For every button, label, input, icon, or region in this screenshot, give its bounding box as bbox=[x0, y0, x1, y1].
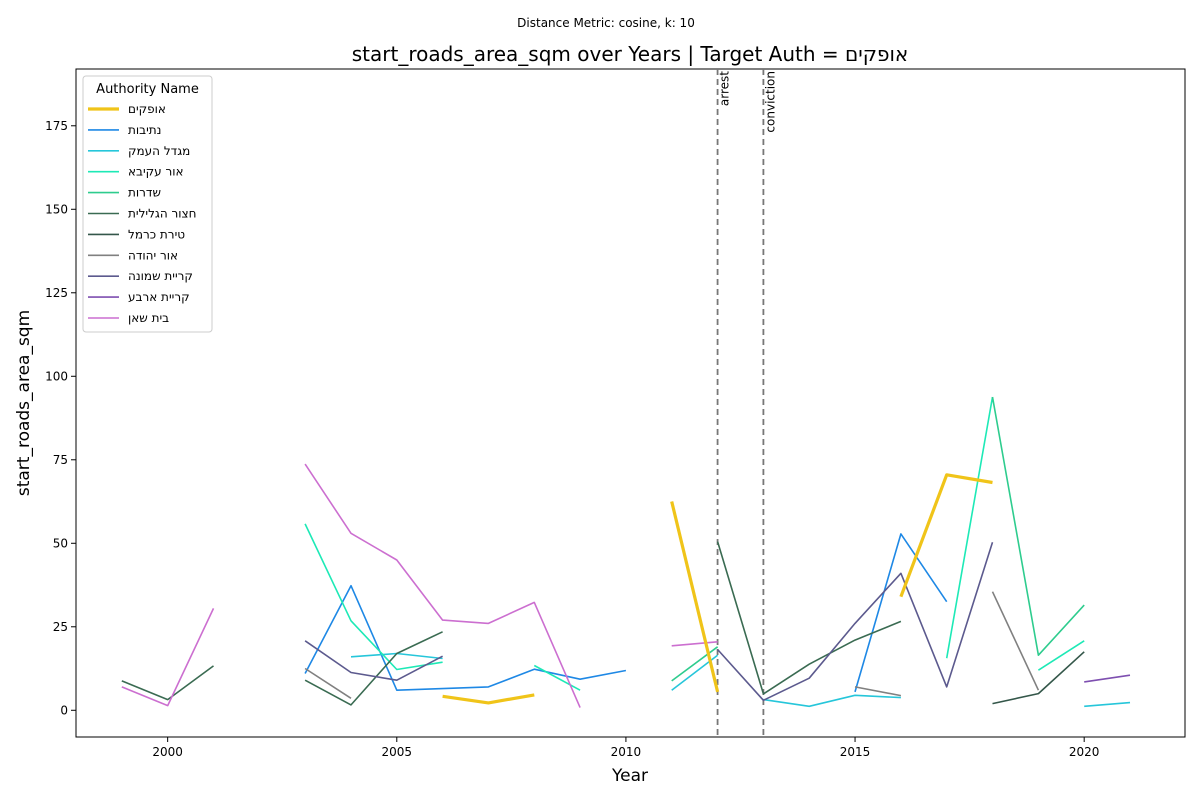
series-line-3-segment-0 bbox=[304, 523, 443, 671]
series-line-7-segment-0 bbox=[304, 667, 352, 699]
legend-entry: נתיבות bbox=[128, 123, 161, 137]
series-line-5-segment-2 bbox=[716, 541, 902, 695]
y-tick-label: 75 bbox=[53, 453, 68, 467]
legend-frame bbox=[82, 75, 213, 333]
series-line-1-segment-1 bbox=[854, 533, 948, 693]
x-tick-label: 2020 bbox=[1069, 745, 1100, 759]
series-line-8-segment-0 bbox=[304, 640, 443, 682]
series-line-2-segment-2 bbox=[763, 694, 901, 708]
legend-entry: קריית ארבע bbox=[128, 290, 190, 304]
legend-entry: קריית שמונה bbox=[128, 269, 193, 283]
series-line-3-segment-2 bbox=[945, 396, 994, 659]
legend-entry: אור עקיבא bbox=[128, 165, 184, 179]
series-line-7-segment-1 bbox=[854, 686, 902, 697]
series-line-10-segment-2 bbox=[671, 641, 718, 647]
y-tick-label: 175 bbox=[45, 119, 68, 133]
y-tick-label: 100 bbox=[45, 369, 68, 383]
series-line-5-segment-1 bbox=[304, 631, 443, 706]
y-tick-label: 0 bbox=[60, 703, 68, 717]
x-tick-label: 2010 bbox=[611, 745, 642, 759]
y-axis: 0 25 50 75 100 125 150 175 bbox=[45, 119, 76, 717]
chart-title: start_roads_area_sqm over Years | Target… bbox=[352, 42, 909, 66]
x-tick-label: 2015 bbox=[840, 745, 871, 759]
series-line-4-segment-1 bbox=[991, 396, 1085, 657]
series-line-0-segment-0 bbox=[442, 693, 535, 705]
series-line-3-segment-3 bbox=[1037, 640, 1085, 671]
series-line-10-segment-1 bbox=[304, 463, 581, 708]
y-tick-label: 25 bbox=[53, 620, 68, 634]
series-line-6-segment-0 bbox=[992, 651, 1085, 705]
series-line-2-segment-3 bbox=[1084, 701, 1131, 708]
series-line-1-segment-0 bbox=[304, 584, 627, 692]
x-axis: 2000 2005 2010 2015 2020 bbox=[152, 737, 1099, 759]
series-line-5-segment-0 bbox=[121, 665, 214, 701]
legend-entry: בית שאן bbox=[128, 311, 169, 325]
legend-entry: טירת כרמל bbox=[128, 227, 185, 241]
y-tick-label: 125 bbox=[45, 286, 68, 300]
legend-entry: שדרות bbox=[128, 186, 161, 200]
series-line-0-segment-1 bbox=[670, 501, 720, 693]
series-line-10-segment-0 bbox=[121, 608, 215, 707]
y-tick-label: 150 bbox=[45, 202, 68, 216]
legend-title: Authority Name bbox=[96, 82, 199, 97]
legend-entry: חצור הגלילית bbox=[128, 207, 197, 221]
legend: Authority Name אופקים נתיבות מגדל העמק אור … bbox=[82, 75, 213, 333]
legend-entry: אור יהודה bbox=[128, 248, 178, 262]
x-axis-label: Year bbox=[611, 766, 648, 786]
series-line-3-segment-1 bbox=[533, 664, 581, 691]
series-line-4-segment-0 bbox=[671, 646, 719, 682]
series-line-9-segment-0 bbox=[1084, 674, 1131, 683]
y-tick-label: 50 bbox=[53, 536, 68, 550]
series-lines bbox=[121, 396, 1131, 708]
series-line-8-segment-1 bbox=[717, 542, 994, 702]
event-lines: arrest conviction bbox=[716, 69, 777, 737]
legend-entry: אופקים bbox=[128, 102, 166, 116]
suptitle: Distance Metric: cosine, k: 10 bbox=[517, 16, 695, 30]
x-tick-label: 2000 bbox=[152, 745, 183, 759]
x-tick-label: 2005 bbox=[382, 745, 413, 759]
event-label-arrest: arrest bbox=[718, 71, 732, 106]
event-label-conviction: conviction bbox=[763, 71, 777, 133]
y-axis-label: start_roads_area_sqm bbox=[14, 310, 34, 496]
series-line-0-segment-2 bbox=[899, 473, 993, 598]
series-line-7-segment-2 bbox=[991, 591, 1040, 691]
plot-area bbox=[75, 68, 1186, 738]
legend-entry: מגדל העמק bbox=[128, 144, 190, 158]
